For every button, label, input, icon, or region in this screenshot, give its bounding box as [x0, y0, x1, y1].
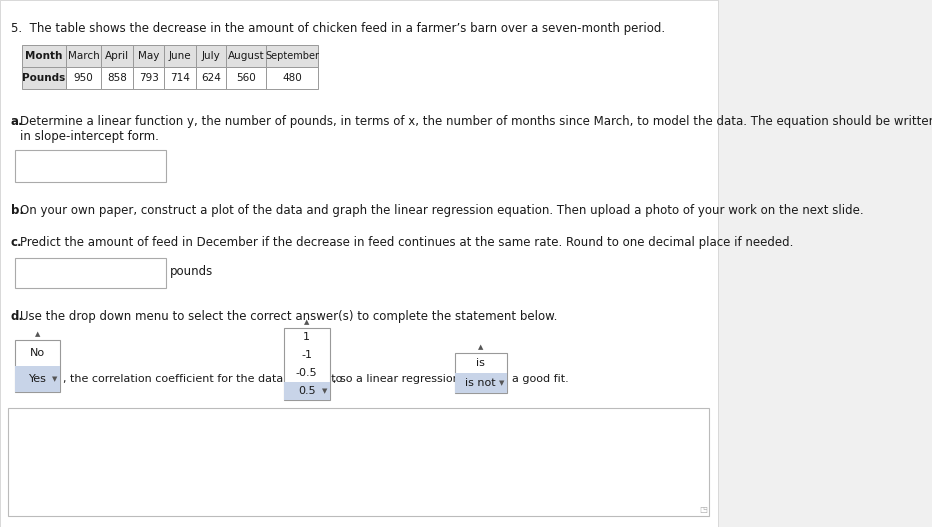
Text: No: No — [30, 348, 46, 358]
Text: ◳: ◳ — [699, 505, 707, 514]
Text: d.: d. — [11, 310, 24, 323]
Text: 480: 480 — [282, 73, 302, 83]
Text: c.: c. — [11, 236, 22, 249]
Text: July: July — [201, 51, 221, 61]
Text: Pounds: Pounds — [22, 73, 65, 83]
FancyBboxPatch shape — [16, 340, 60, 392]
Text: ▲: ▲ — [478, 344, 484, 350]
FancyBboxPatch shape — [226, 67, 266, 89]
FancyBboxPatch shape — [283, 328, 330, 400]
Text: April: April — [105, 51, 130, 61]
Text: b.: b. — [11, 204, 24, 217]
Text: a good fit.: a good fit. — [512, 374, 569, 384]
FancyBboxPatch shape — [16, 366, 60, 392]
Text: , so a linear regression: , so a linear regression — [333, 374, 459, 384]
Text: pounds: pounds — [170, 266, 212, 278]
Text: is not: is not — [465, 378, 496, 388]
FancyBboxPatch shape — [101, 67, 133, 89]
Text: August: August — [227, 51, 264, 61]
FancyBboxPatch shape — [101, 45, 133, 67]
FancyBboxPatch shape — [16, 150, 166, 182]
FancyBboxPatch shape — [266, 67, 318, 89]
Text: ▼: ▼ — [500, 380, 504, 386]
Text: 714: 714 — [171, 73, 190, 83]
Text: -1: -1 — [301, 350, 312, 360]
Text: 624: 624 — [201, 73, 221, 83]
Text: ▲: ▲ — [304, 319, 309, 325]
Text: September: September — [265, 51, 319, 61]
Text: On your own paper, construct a plot of the data and graph the linear regression : On your own paper, construct a plot of t… — [20, 204, 864, 217]
FancyBboxPatch shape — [455, 353, 507, 393]
Text: Determine a linear function y, the number of pounds, in terms of x, the number o: Determine a linear function y, the numbe… — [20, 115, 932, 143]
Text: 950: 950 — [74, 73, 93, 83]
FancyBboxPatch shape — [164, 67, 197, 89]
Text: 0.5: 0.5 — [298, 386, 315, 396]
FancyBboxPatch shape — [455, 373, 507, 393]
Text: Use the drop down menu to select the correct answer(s) to complete the statement: Use the drop down menu to select the cor… — [20, 310, 557, 323]
Text: ▼: ▼ — [52, 376, 58, 382]
FancyBboxPatch shape — [66, 45, 101, 67]
FancyBboxPatch shape — [283, 382, 330, 400]
FancyBboxPatch shape — [133, 67, 164, 89]
FancyBboxPatch shape — [133, 45, 164, 67]
FancyBboxPatch shape — [164, 45, 197, 67]
FancyBboxPatch shape — [197, 67, 226, 89]
FancyBboxPatch shape — [226, 45, 266, 67]
Text: Predict the amount of feed in December if the decrease in feed continues at the : Predict the amount of feed in December i… — [20, 236, 793, 249]
Text: Month: Month — [25, 51, 62, 61]
FancyBboxPatch shape — [21, 45, 66, 67]
Text: ▼: ▼ — [322, 388, 327, 394]
Text: a.: a. — [11, 115, 23, 128]
Text: Yes: Yes — [29, 374, 47, 384]
FancyBboxPatch shape — [266, 45, 318, 67]
FancyBboxPatch shape — [21, 67, 66, 89]
Text: 858: 858 — [107, 73, 127, 83]
Text: March: March — [68, 51, 100, 61]
Text: ▲: ▲ — [35, 331, 40, 337]
Text: May: May — [138, 51, 159, 61]
Text: June: June — [169, 51, 192, 61]
FancyBboxPatch shape — [0, 0, 718, 527]
FancyBboxPatch shape — [7, 408, 708, 516]
Text: , the correlation coefficient for the data is close to: , the correlation coefficient for the da… — [63, 374, 343, 384]
Text: -0.5: -0.5 — [295, 368, 318, 378]
FancyBboxPatch shape — [66, 67, 101, 89]
Text: 560: 560 — [236, 73, 255, 83]
Text: 5.  The table shows the decrease in the amount of chicken feed in a farmer’s bar: 5. The table shows the decrease in the a… — [11, 22, 665, 35]
Text: is: is — [476, 358, 486, 368]
Text: 1: 1 — [303, 332, 310, 342]
FancyBboxPatch shape — [197, 45, 226, 67]
Text: 793: 793 — [139, 73, 158, 83]
FancyBboxPatch shape — [16, 258, 166, 288]
